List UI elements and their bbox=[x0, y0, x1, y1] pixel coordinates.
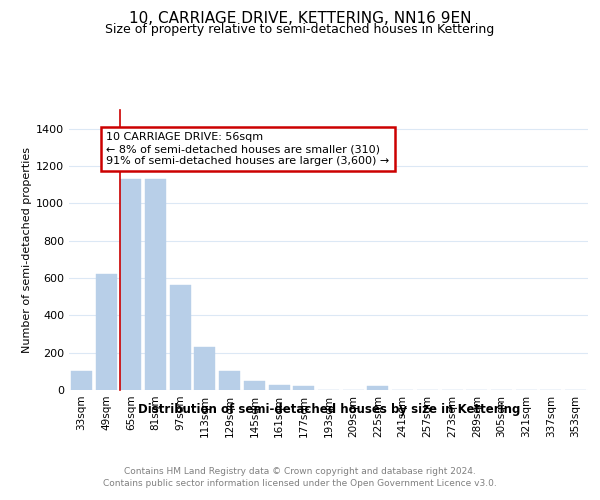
Bar bbox=[293, 386, 314, 390]
Bar bbox=[244, 380, 265, 390]
Text: Contains public sector information licensed under the Open Government Licence v3: Contains public sector information licen… bbox=[103, 479, 497, 488]
Text: Distribution of semi-detached houses by size in Kettering: Distribution of semi-detached houses by … bbox=[137, 402, 520, 415]
Bar bbox=[95, 274, 116, 390]
Text: Contains HM Land Registry data © Crown copyright and database right 2024.: Contains HM Land Registry data © Crown c… bbox=[124, 468, 476, 476]
Bar bbox=[367, 386, 388, 390]
Text: 10 CARRIAGE DRIVE: 56sqm
← 8% of semi-detached houses are smaller (310)
91% of s: 10 CARRIAGE DRIVE: 56sqm ← 8% of semi-de… bbox=[106, 132, 389, 166]
Bar bbox=[269, 386, 290, 390]
Bar bbox=[170, 286, 191, 390]
Bar bbox=[219, 372, 240, 390]
Text: 10, CARRIAGE DRIVE, KETTERING, NN16 9EN: 10, CARRIAGE DRIVE, KETTERING, NN16 9EN bbox=[129, 11, 471, 26]
Y-axis label: Number of semi-detached properties: Number of semi-detached properties bbox=[22, 147, 32, 353]
Text: Size of property relative to semi-detached houses in Kettering: Size of property relative to semi-detach… bbox=[106, 22, 494, 36]
Bar bbox=[145, 179, 166, 390]
Bar bbox=[120, 179, 141, 390]
Bar bbox=[71, 372, 92, 390]
Bar bbox=[194, 347, 215, 390]
